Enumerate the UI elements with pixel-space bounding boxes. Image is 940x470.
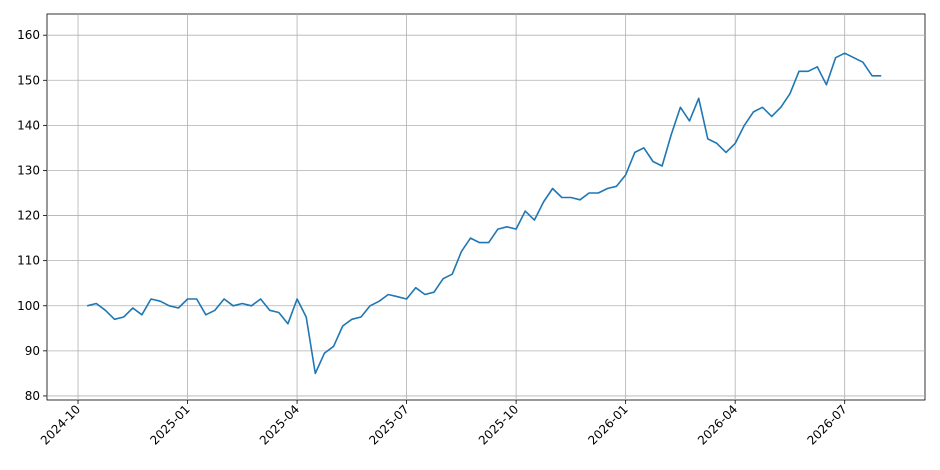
x-tick-label: 2026-01 (585, 402, 630, 447)
y-tick-label: 90 (25, 344, 40, 358)
x-tick-label: 2025-07 (366, 402, 411, 447)
y-tick-label: 150 (17, 73, 40, 87)
x-tick-label: 2025-04 (257, 402, 302, 447)
y-tick-label: 100 (17, 299, 40, 313)
y-tick-label: 80 (25, 389, 40, 403)
x-tick-label: 2024-10 (38, 402, 83, 447)
y-tick-label: 140 (17, 118, 40, 132)
x-tick-label: 2025-01 (147, 402, 192, 447)
line-series (87, 52, 882, 375)
y-tick-label: 130 (17, 163, 40, 177)
x-tick-label: 2025-10 (476, 402, 521, 447)
y-tick-label: 120 (17, 209, 40, 223)
x-tick-label: 2026-04 (695, 402, 740, 447)
x-tick-label: 2026-07 (804, 402, 849, 447)
plot-frame (46, 13, 926, 401)
y-tick-label: 110 (17, 254, 40, 268)
y-tick-label: 160 (17, 28, 40, 42)
